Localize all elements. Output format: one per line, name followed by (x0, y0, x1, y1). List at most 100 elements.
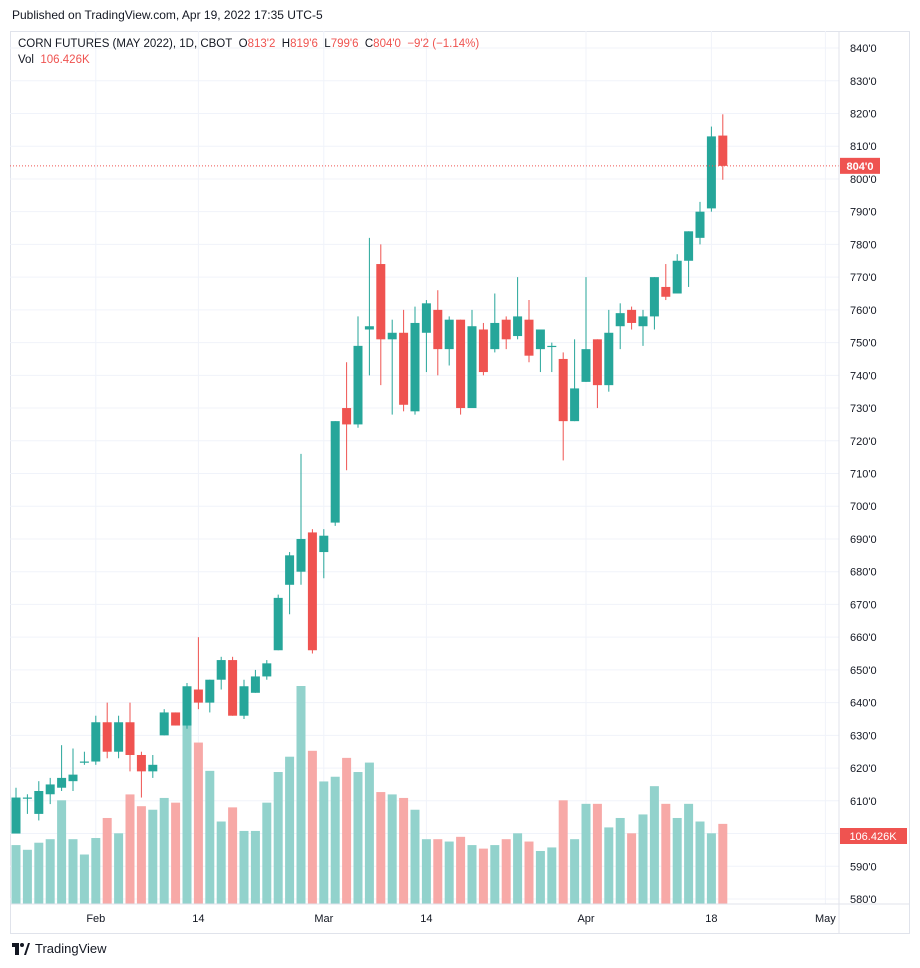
price-tick-label: 590'0 (850, 861, 877, 873)
time-tick-label: Feb (86, 913, 105, 925)
volume-bar (501, 839, 511, 904)
price-tick-label: 580'0 (850, 894, 877, 906)
volume-bar (79, 854, 89, 904)
candle-body (353, 345, 363, 425)
volume-bar (649, 786, 659, 904)
candle-body (695, 211, 705, 238)
volume-bar (11, 845, 21, 904)
volume-bar (535, 850, 545, 904)
volume-bar (330, 776, 340, 904)
volume-bar (319, 781, 329, 904)
time-tick-label: 14 (192, 913, 204, 925)
time-tick-label: 14 (420, 913, 432, 925)
volume-bar (513, 833, 523, 904)
price-tick-label: 620'0 (850, 763, 877, 775)
candle-body (216, 660, 226, 680)
candle-body (649, 277, 659, 317)
price-tick-label: 690'0 (850, 534, 877, 546)
candle-body (535, 329, 545, 350)
tradingview-footer[interactable]: TradingView (12, 941, 107, 956)
volume-bar (547, 847, 557, 904)
candle-body (399, 332, 409, 405)
candle-body (45, 784, 55, 795)
volume-bar (262, 802, 272, 904)
volume-bar (421, 839, 431, 904)
candle-body (592, 339, 602, 386)
volume-bar (444, 841, 454, 904)
candle-body (342, 408, 352, 425)
price-tick-label: 630'0 (850, 730, 877, 742)
volume-bar (490, 845, 500, 904)
candle-body (114, 722, 124, 752)
candle-body (558, 358, 568, 422)
candle-body (444, 319, 454, 350)
price-tick-label: 840'0 (850, 43, 877, 55)
candle-body (34, 790, 44, 814)
candle-body (718, 135, 728, 166)
volume-bar (114, 833, 124, 904)
price-chart[interactable]: 580'0590'0600'0610'0620'0630'0640'0650'0… (10, 31, 910, 934)
last-price-badge (840, 157, 880, 174)
time-axis[interactable]: Feb 14 Mar 14 Apr 18 May (86, 913, 836, 925)
candle-body (307, 532, 317, 651)
candle-body (22, 797, 32, 799)
candle-body (513, 316, 523, 337)
legend-symbol: CORN FUTURES (MAY 2022), 1D, CBOT (18, 38, 233, 50)
volume-bar (91, 838, 101, 904)
volume-bar (193, 742, 203, 904)
candle-body (228, 660, 238, 716)
candle-body (433, 309, 443, 350)
price-tick-label: 800'0 (850, 174, 877, 186)
candle-body (615, 313, 625, 327)
price-tick-label: 790'0 (850, 207, 877, 219)
tradingview-logo-icon (12, 942, 30, 955)
volume-bar (410, 809, 420, 904)
candle-body (467, 326, 477, 409)
candle-body (604, 332, 614, 386)
candle-body (478, 329, 488, 373)
candle-body (250, 676, 260, 693)
candle-body (239, 686, 249, 716)
volume-bar (661, 803, 671, 904)
price-tick-label: 810'0 (850, 141, 877, 153)
candle-body (547, 345, 557, 348)
candle-body (273, 597, 283, 651)
candle-body (193, 689, 203, 703)
candle-body (570, 388, 580, 422)
candle-body (102, 722, 112, 752)
footer-brand: TradingView (35, 941, 107, 956)
volume-bar (125, 794, 135, 904)
volume-bar (171, 802, 181, 904)
volume-bar (136, 806, 146, 904)
chart-frame (10, 31, 910, 934)
legend-open: 813'2 (247, 38, 276, 50)
volume-bar (273, 772, 283, 904)
candle-body (672, 260, 682, 294)
legend-low: 799'6 (330, 38, 359, 50)
candle-body (421, 303, 431, 333)
volume-bar (524, 841, 534, 904)
time-tick-label: Mar (314, 913, 333, 925)
volume-bar (364, 762, 374, 904)
volume-bar (433, 839, 443, 904)
volume-bar (581, 803, 591, 904)
candle-body (330, 421, 340, 523)
candle-body (364, 326, 374, 330)
volume-bar (638, 814, 648, 904)
candle-body (79, 761, 89, 763)
axis-value-labels: 804'0 106.426K (840, 157, 907, 844)
volume-bar (57, 800, 67, 904)
candle-body (136, 754, 146, 772)
candle-body (581, 349, 591, 382)
last-volume-badge (840, 828, 907, 844)
time-tick-label: 18 (705, 913, 717, 925)
volume-bar (182, 721, 192, 904)
volume-bar (558, 800, 568, 904)
price-tick-label: 730'0 (850, 403, 877, 415)
volume-bar (296, 686, 306, 904)
candle-body (296, 538, 306, 572)
last-volume-label: 106.426K (849, 831, 897, 843)
volume-bar (456, 836, 466, 904)
volume-bar (34, 842, 44, 904)
volume-bar (228, 807, 238, 904)
